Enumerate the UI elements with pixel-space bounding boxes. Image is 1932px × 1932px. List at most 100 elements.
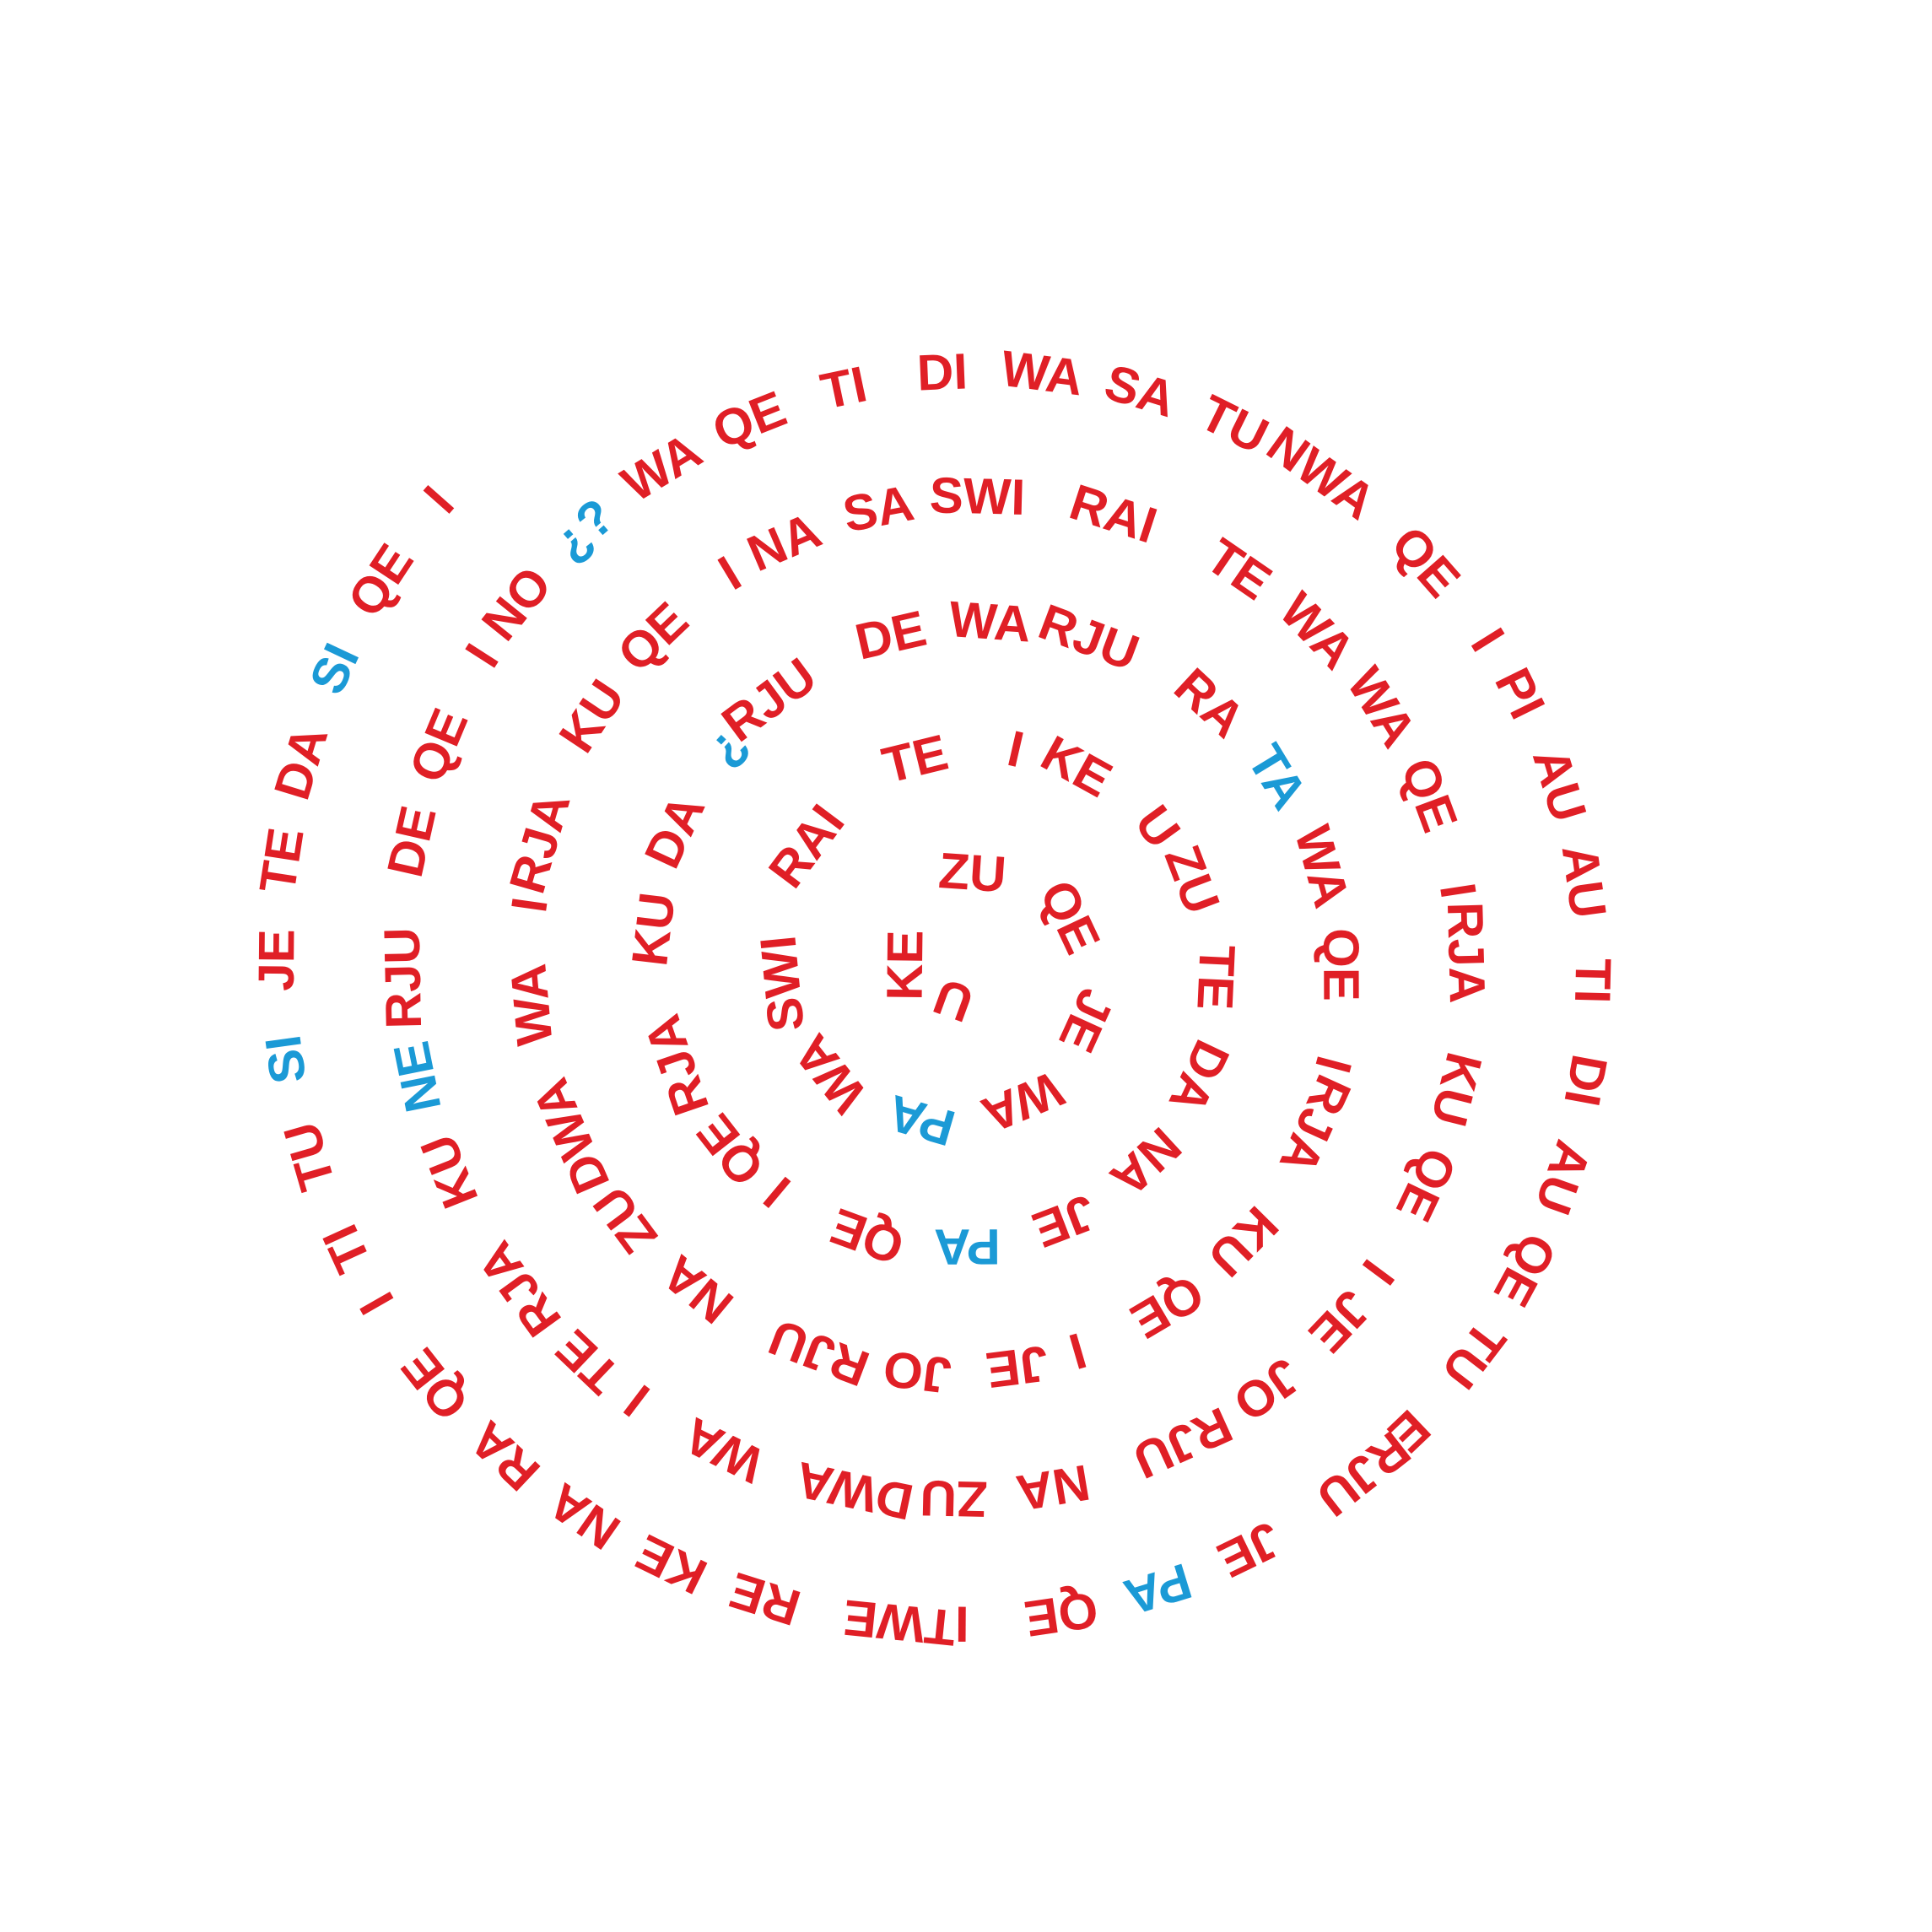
spiral-syllable: ¿? <box>542 488 625 571</box>
spiral-syllable: ZU <box>936 842 1007 903</box>
spiral-syllable: KU <box>1197 1195 1289 1287</box>
spiral-syllable: TE <box>249 824 315 897</box>
spiral-syllable: WA <box>674 1406 772 1493</box>
spiral-syllable: TE <box>545 1319 631 1405</box>
spiral-syllable: RJA <box>634 1008 720 1122</box>
spiral-syllable: JO <box>1223 1347 1311 1433</box>
spiral-syllable: NWA <box>1257 415 1386 530</box>
spiral-syllable: JE <box>1048 980 1125 1060</box>
spiral-syllable: NO <box>471 556 563 650</box>
spiral-syllable: TE <box>877 724 953 794</box>
spiral-syllable: AU <box>1522 742 1597 828</box>
spiral-syllable: I <box>1063 1322 1093 1380</box>
spiral-syllable: DE <box>376 801 447 882</box>
spiral-syllable: TI <box>1564 958 1622 1004</box>
spiral-syllable: RJU <box>1125 1396 1240 1490</box>
spiral-syllable: TE <box>1186 944 1245 1012</box>
spiral-syllable: RJU <box>1032 593 1147 682</box>
spiral-syllable: SI <box>299 635 370 703</box>
spiral-syllable: DWA <box>522 1071 621 1201</box>
spiral-syllable: ZU <box>1154 838 1231 921</box>
spiral-syllable: RAI <box>758 794 855 898</box>
spiral-syllable: SI <box>254 1032 316 1087</box>
spiral-syllable: QE <box>1121 1264 1213 1350</box>
spiral-syllable: QE <box>398 701 478 791</box>
spiral-syllable: QE <box>337 534 424 626</box>
spiral-syllable: QE <box>1385 1140 1468 1230</box>
spiral-syllable: DI <box>916 343 969 401</box>
spiral-syllable: I <box>413 476 464 524</box>
spiral-syllable: WA <box>612 422 710 513</box>
spiral-syllable: ZU <box>920 1470 988 1528</box>
spiral-syllable: WA <box>1269 581 1366 679</box>
spiral-syllable: QE <box>686 1104 775 1196</box>
spiral-syllable: QE <box>390 1338 479 1431</box>
spiral-syllable: WA <box>974 1060 1071 1144</box>
spiral-syllable: I <box>1429 879 1487 902</box>
spiral-syllable: TU <box>1431 1311 1517 1399</box>
spiral-syllable: WA <box>998 340 1086 407</box>
spiral-syllable: WA <box>499 962 563 1048</box>
spiral-syllable: QE <box>1021 1581 1102 1648</box>
spiral-syllable: JO <box>880 1340 954 1404</box>
spiral-syllable: PI <box>1484 660 1556 727</box>
spiral-syllable: RJA <box>1269 1067 1363 1183</box>
spiral-syllable: KU <box>1420 1047 1492 1131</box>
spiral-syllable: KU <box>548 670 636 762</box>
spiral-syllable: RJA <box>1437 901 1496 1004</box>
spiral-syllable: NA <box>651 1244 743 1335</box>
spiral-syllable: SWI <box>929 467 1026 526</box>
spiral-syllable: TWE <box>840 1589 958 1656</box>
spiral-syllable: SA <box>839 474 919 543</box>
spiral-syllable: RA <box>1163 657 1255 748</box>
spiral-syllable: NA <box>1100 1117 1192 1208</box>
spiral-syllable: TI <box>311 1217 381 1281</box>
spiral-syllable: JE <box>248 929 305 991</box>
spiral-syllable: JE <box>1298 1280 1382 1363</box>
spiral-syllable: TI <box>816 355 872 420</box>
spiral-syllable: WA <box>1336 657 1427 756</box>
spiral-syllable: I <box>1352 1249 1406 1294</box>
spiral-syllable: QE <box>1029 872 1112 962</box>
spiral-syllable: RJU <box>374 927 432 1029</box>
spiral-syllable: RJU <box>762 1309 877 1397</box>
spiral-syllable: PA <box>882 1084 961 1157</box>
spiral-syllable: AU <box>1525 1134 1602 1222</box>
spiral-syllable: I <box>614 1374 660 1427</box>
spiral-syllable: I <box>1002 720 1028 778</box>
spiral-syllable: RE <box>723 1562 807 1637</box>
spiral-syllable: RJA <box>467 1232 572 1347</box>
spiral-syllable: QE <box>1380 515 1471 607</box>
spiral-syllable: QE <box>1313 928 1369 1001</box>
spiral-syllable: TE <box>1196 527 1282 611</box>
spiral-syllable: U <box>926 968 980 1033</box>
spiral-syllable: NA <box>537 1472 629 1560</box>
spiral-syllable: I <box>348 1283 404 1324</box>
spiral-syllable: DE <box>850 600 931 671</box>
spiral-syllable: I <box>1460 618 1516 661</box>
spiral-syllable: DI <box>1553 1050 1618 1110</box>
spiral-syllable: DA <box>1158 1032 1241 1122</box>
spiral-syllable: KE <box>876 930 933 1001</box>
spiral-syllable: I <box>709 545 750 601</box>
spiral-syllable: QE <box>823 1197 911 1276</box>
spiral-syllable: DWA <box>791 1451 918 1531</box>
spiral-syllable: SA <box>1098 353 1182 428</box>
spiral-syllable: PA <box>934 1218 1001 1275</box>
spiral-syllable: KU <box>409 1127 488 1216</box>
spiral-syllable: WA <box>783 1024 878 1123</box>
spiral-syllable: QE <box>1390 751 1469 839</box>
spiral-syllable: KU <box>621 890 686 969</box>
spiral-syllable: QE <box>607 591 699 683</box>
spiral-syllable: WA <box>1284 819 1361 913</box>
spiral-syllable: KE <box>627 1524 715 1606</box>
spiral-syllable: RJA <box>499 786 581 899</box>
spiral-syllable: DA <box>263 720 338 806</box>
spiral-syllable: TA <box>1237 735 1318 818</box>
spiral-syllable: I <box>955 1596 969 1653</box>
spiral-syllable: DA <box>634 786 715 877</box>
spiral-syllable: JE <box>1025 1184 1104 1259</box>
spiral-syllable: NE <box>383 1037 452 1117</box>
spiral-syllable: AU <box>1552 841 1617 921</box>
